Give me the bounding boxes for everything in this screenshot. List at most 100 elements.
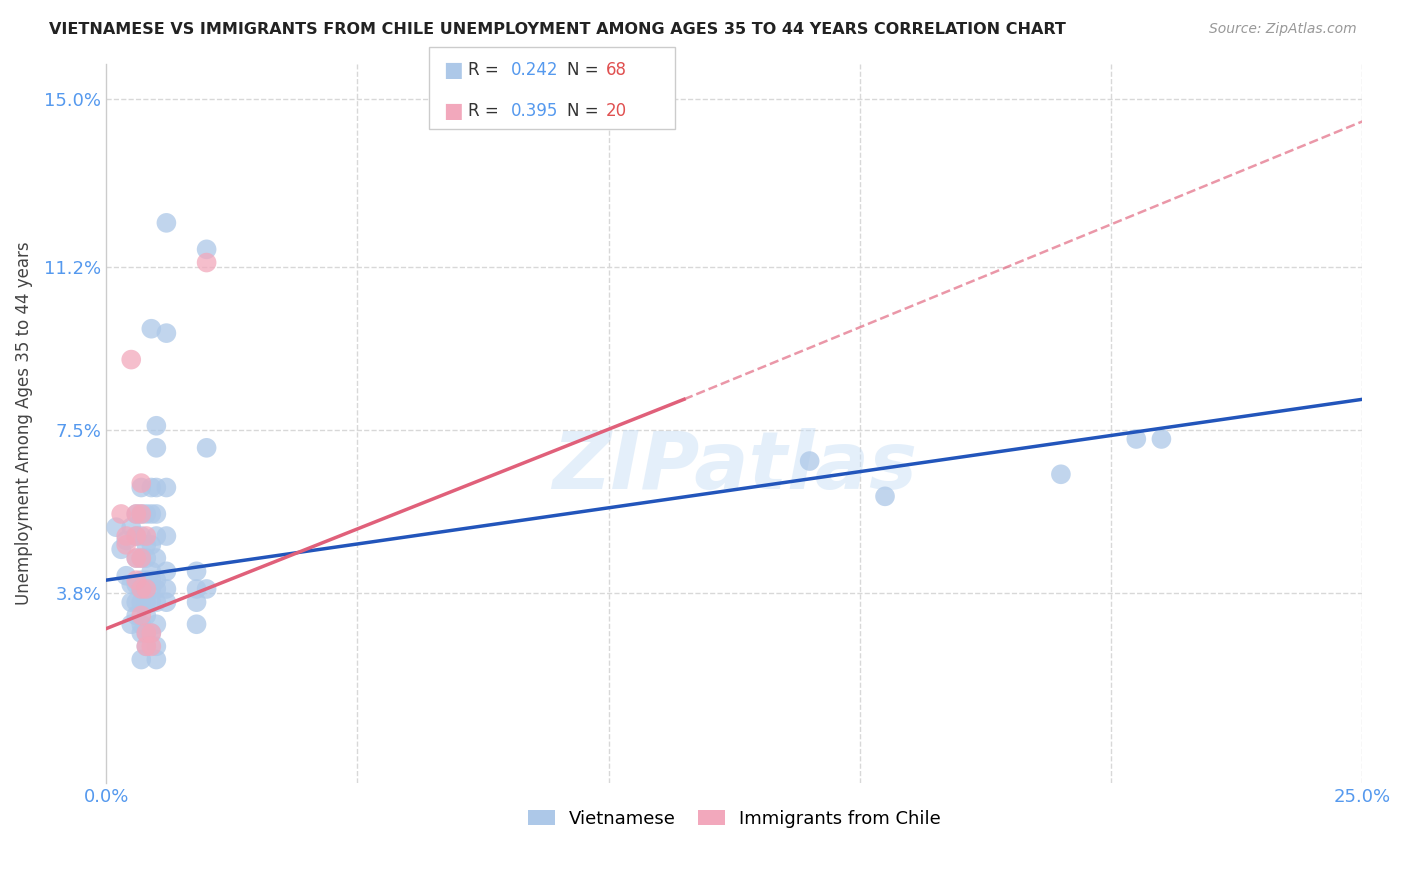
Point [141,507,163,521]
Point [799,454,821,468]
Point [155,595,177,609]
Point [195,243,218,257]
Point [145,582,167,596]
Text: N =: N = [567,62,603,79]
Point [155,326,177,340]
Point [125,608,148,623]
Point [135,538,157,552]
Point [141,564,163,578]
Text: 20: 20 [606,103,627,120]
Point [186,564,208,578]
Point [155,564,177,578]
Point [129,507,152,521]
Y-axis label: Unemployment Among Ages 35 to 44 years: Unemployment Among Ages 35 to 44 years [15,242,32,606]
Point [135,529,157,543]
Point [135,640,157,654]
Point [135,626,157,640]
Point [129,551,152,566]
Point [135,595,157,609]
Point [129,582,152,596]
Legend: Vietnamese, Immigrants from Chile: Vietnamese, Immigrants from Chile [520,803,948,835]
Point [135,582,157,596]
Point [115,538,138,552]
Text: 68: 68 [606,62,627,79]
Point [129,507,152,521]
Point [135,551,157,566]
Point [141,573,163,587]
Point [186,595,208,609]
Point [129,529,152,543]
Point [135,640,157,654]
Point [120,595,142,609]
Point [125,507,148,521]
Point [129,476,152,491]
Point [155,216,177,230]
Point [155,481,177,495]
Point [120,617,142,632]
Point [110,507,132,521]
Point [135,626,157,640]
Point [145,507,167,521]
Point [145,551,167,566]
Text: Source: ZipAtlas.com: Source: ZipAtlas.com [1209,22,1357,37]
Point [145,617,167,632]
Point [110,542,132,557]
Point [141,481,163,495]
Point [195,582,218,596]
Point [129,573,152,587]
Point [105,520,128,534]
Point [115,568,138,582]
Point [125,577,148,591]
Point [141,322,163,336]
Point [155,582,177,596]
Point [120,352,142,367]
Point [141,582,163,596]
Point [115,529,138,543]
Point [145,573,167,587]
Point [141,640,163,654]
Point [135,608,157,623]
Point [145,481,167,495]
Point [129,626,152,640]
Text: 0.395: 0.395 [510,103,558,120]
Point [186,582,208,596]
Point [145,418,167,433]
Text: ZIPatlas: ZIPatlas [551,427,917,506]
Text: ■: ■ [443,61,463,80]
Point [135,573,157,587]
Point [141,626,163,640]
Point [129,652,152,666]
Point [129,595,152,609]
Text: 0.242: 0.242 [510,62,558,79]
Point [125,507,148,521]
Point [125,595,148,609]
Point [141,538,163,552]
Point [1125,432,1147,446]
Point [120,577,142,591]
Text: R =: R = [468,62,505,79]
Point [141,595,163,609]
Point [195,255,218,269]
Point [129,617,152,632]
Text: R =: R = [468,103,505,120]
Point [125,529,148,543]
Point [1050,467,1073,482]
Point [141,626,163,640]
Point [145,652,167,666]
Point [145,441,167,455]
Point [115,533,138,548]
Point [873,489,896,503]
Point [129,481,152,495]
Point [195,441,218,455]
Point [145,595,167,609]
Text: ■: ■ [443,102,463,121]
Point [135,507,157,521]
Point [120,520,142,534]
Point [145,640,167,654]
Point [155,529,177,543]
Point [129,582,152,596]
Text: VIETNAMESE VS IMMIGRANTS FROM CHILE UNEMPLOYMENT AMONG AGES 35 TO 44 YEARS CORRE: VIETNAMESE VS IMMIGRANTS FROM CHILE UNEM… [49,22,1066,37]
Point [186,617,208,632]
Point [125,551,148,566]
Point [129,551,152,566]
